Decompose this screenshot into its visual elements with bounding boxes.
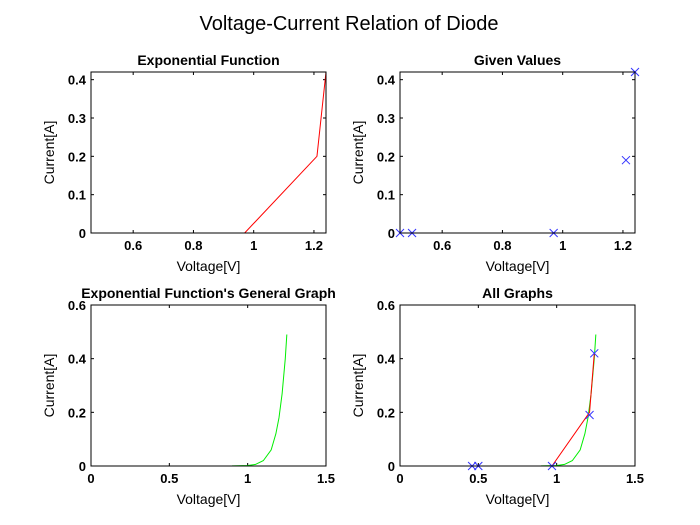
data-point-marker xyxy=(585,410,594,420)
x-tick-label: 0.8 xyxy=(493,238,511,253)
y-axis-label: Current[A] xyxy=(350,121,366,185)
x-axis-label: Voltage[V] xyxy=(177,491,241,507)
y-tick-label: 0.6 xyxy=(377,298,395,313)
x-tick-label: 1 xyxy=(553,471,560,486)
x-tick-label: 0.5 xyxy=(160,471,178,486)
subplot-all-graphs: 0 0.5 1 1.5 0 0.2 0.4 0.6 All Graphs Voltage[V] Cu… xyxy=(350,285,644,507)
plot-area xyxy=(90,304,327,467)
y-tick-label: 0.3 xyxy=(68,111,86,126)
subplots: 0.6 0.8 1 1.2 0 0.1 0.2 0.3 0.4 Exponential Funct… xyxy=(41,52,644,507)
y-tick-label: 0.1 xyxy=(377,188,395,203)
y-tick-label: 0.2 xyxy=(377,405,395,420)
plot-frame xyxy=(90,304,327,467)
marker-stroke xyxy=(585,410,594,420)
series-group xyxy=(91,72,326,233)
subplot-title: All Graphs xyxy=(482,285,553,301)
plot-frame xyxy=(90,71,327,234)
y-tick-label: 0.2 xyxy=(68,405,86,420)
marker-stroke xyxy=(589,348,599,358)
data-point-marker xyxy=(621,155,631,165)
y-tick-label: 0.2 xyxy=(377,149,395,164)
y-tick-label: 0 xyxy=(79,226,86,241)
x-tick-label: 1.5 xyxy=(317,471,335,486)
y-axis-label: Current[A] xyxy=(41,121,57,185)
subplot-title: Exponential Function's General Graph xyxy=(81,285,336,301)
x-tick-label: 0 xyxy=(396,471,403,486)
x-tick-label: 1.2 xyxy=(614,238,632,253)
y-tick-label: 0 xyxy=(388,226,395,241)
x-axis-label: Voltage[V] xyxy=(177,258,241,274)
series-line xyxy=(91,72,326,233)
y-tick-label: 0.4 xyxy=(68,352,87,367)
y-tick-label: 0 xyxy=(388,459,395,474)
marker-stroke xyxy=(621,155,631,165)
x-tick-label: 0.6 xyxy=(433,238,451,253)
y-axis-label: Current[A] xyxy=(41,354,57,418)
plot-area xyxy=(399,71,636,234)
subplot-exponential-function: 0.6 0.8 1 1.2 0 0.1 0.2 0.3 0.4 Exponential Funct… xyxy=(41,52,327,274)
plot-area xyxy=(399,304,636,467)
series-line xyxy=(472,353,595,466)
x-tick-label: 1.2 xyxy=(305,238,323,253)
subplot-title: Exponential Function xyxy=(137,52,279,68)
plot-frame xyxy=(399,304,636,467)
plot-area xyxy=(90,71,327,234)
y-tick-label: 0.6 xyxy=(68,298,86,313)
x-tick-label: 0.6 xyxy=(124,238,142,253)
x-tick-label: 1 xyxy=(244,471,251,486)
x-tick-label: 1 xyxy=(559,238,566,253)
x-tick-label: 1 xyxy=(250,238,257,253)
x-axis-label: Voltage[V] xyxy=(486,491,550,507)
y-tick-label: 0.2 xyxy=(68,149,86,164)
y-tick-label: 0.1 xyxy=(68,188,86,203)
x-tick-label: 0 xyxy=(87,471,94,486)
subplot-given-values: 0.6 0.8 1 1.2 0 0.1 0.2 0.3 0.4 Given Values Volta… xyxy=(350,52,640,274)
data-point-marker xyxy=(589,348,599,358)
figure-title: Voltage-Current Relation of Diode xyxy=(199,13,498,35)
y-tick-label: 0.4 xyxy=(377,352,396,367)
y-tick-label: 0 xyxy=(79,459,86,474)
x-axis-label: Voltage[V] xyxy=(486,258,550,274)
plot-frame xyxy=(399,71,636,234)
x-tick-label: 0.5 xyxy=(469,471,487,486)
x-tick-label: 0.8 xyxy=(184,238,202,253)
x-tick-label: 1.5 xyxy=(626,471,644,486)
subplot-title: Given Values xyxy=(474,52,561,68)
y-axis-label: Current[A] xyxy=(350,354,366,418)
y-tick-label: 0.4 xyxy=(377,73,396,88)
y-tick-label: 0.3 xyxy=(377,111,395,126)
y-tick-label: 0.4 xyxy=(68,73,87,88)
